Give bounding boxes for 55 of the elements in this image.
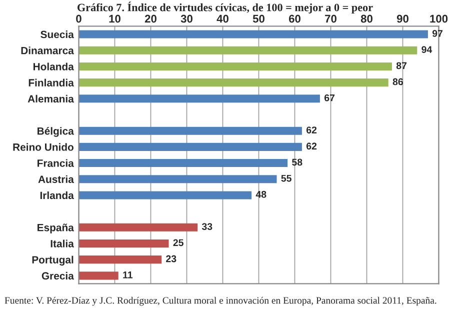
y-tick-label: Dinamarca <box>21 46 74 54</box>
data-label: 58 <box>292 158 302 166</box>
data-label: 87 <box>396 62 407 70</box>
data-label: 23 <box>166 255 176 262</box>
y-tick-label: Portugal <box>32 256 74 266</box>
x-tick-label: 20 <box>144 14 156 23</box>
bar <box>78 175 277 184</box>
bar <box>78 256 162 264</box>
data-label: 33 <box>202 223 212 230</box>
bar <box>78 30 428 38</box>
bar <box>78 239 169 248</box>
bar <box>78 142 302 151</box>
x-tick-label: 10 <box>109 14 120 23</box>
x-tick-label: 80 <box>360 14 372 23</box>
x-tick-label: 60 <box>288 14 300 23</box>
y-tick-label: Reino Unido <box>13 143 74 151</box>
data-label: 94 <box>422 46 432 53</box>
x-tick-label: 0 <box>76 14 82 23</box>
data-label: 86 <box>392 78 403 86</box>
y-tick-label: Irlanda <box>40 191 74 200</box>
chart-title: Gráfico 7. Índice de virtudes cívicas, de 100 = mejor a 0 = peor <box>78 2 373 14</box>
bar <box>78 46 418 54</box>
data-label: 97 <box>432 30 443 37</box>
bar <box>78 223 198 232</box>
y-tick-label: Austria <box>38 175 74 183</box>
y-tick-label: Italia <box>50 240 74 248</box>
bar <box>78 191 252 200</box>
bar <box>78 94 320 103</box>
source-note: Fuente: V. Pérez-Díaz y J.C. Rodríguez, Cultura moral e innovación en Europa, Panorama social 2011, España. <box>4 296 436 306</box>
bar <box>78 159 288 168</box>
y-tick-label: España <box>38 224 74 234</box>
data-label: 25 <box>173 239 184 246</box>
bar <box>78 78 388 87</box>
bar <box>78 62 392 70</box>
y-tick-label: Suecia <box>40 30 74 38</box>
y-tick-label: Francia <box>38 159 74 167</box>
x-tick-label: 70 <box>325 14 336 23</box>
x-tick-label: 40 <box>216 14 228 23</box>
data-label: 62 <box>306 142 317 150</box>
data-label: 11 <box>123 272 133 278</box>
y-tick-label: Grecia <box>42 272 74 280</box>
bar <box>78 272 118 280</box>
data-label: 48 <box>256 190 266 198</box>
y-tick-label: Holanda <box>33 62 74 70</box>
x-tick-label: 100 <box>430 14 448 23</box>
y-tick-label: Finlandia <box>28 78 74 86</box>
y-tick-label: Alemania <box>28 94 74 103</box>
x-tick-label: 90 <box>396 14 408 23</box>
x-tick-label: 50 <box>252 14 264 23</box>
data-label: 67 <box>324 94 335 102</box>
data-label: 62 <box>306 126 317 134</box>
y-tick-label: Bélgica <box>38 127 74 137</box>
x-tick-label: 30 <box>180 14 192 23</box>
data-label: 55 <box>281 174 292 182</box>
bar <box>78 126 302 135</box>
